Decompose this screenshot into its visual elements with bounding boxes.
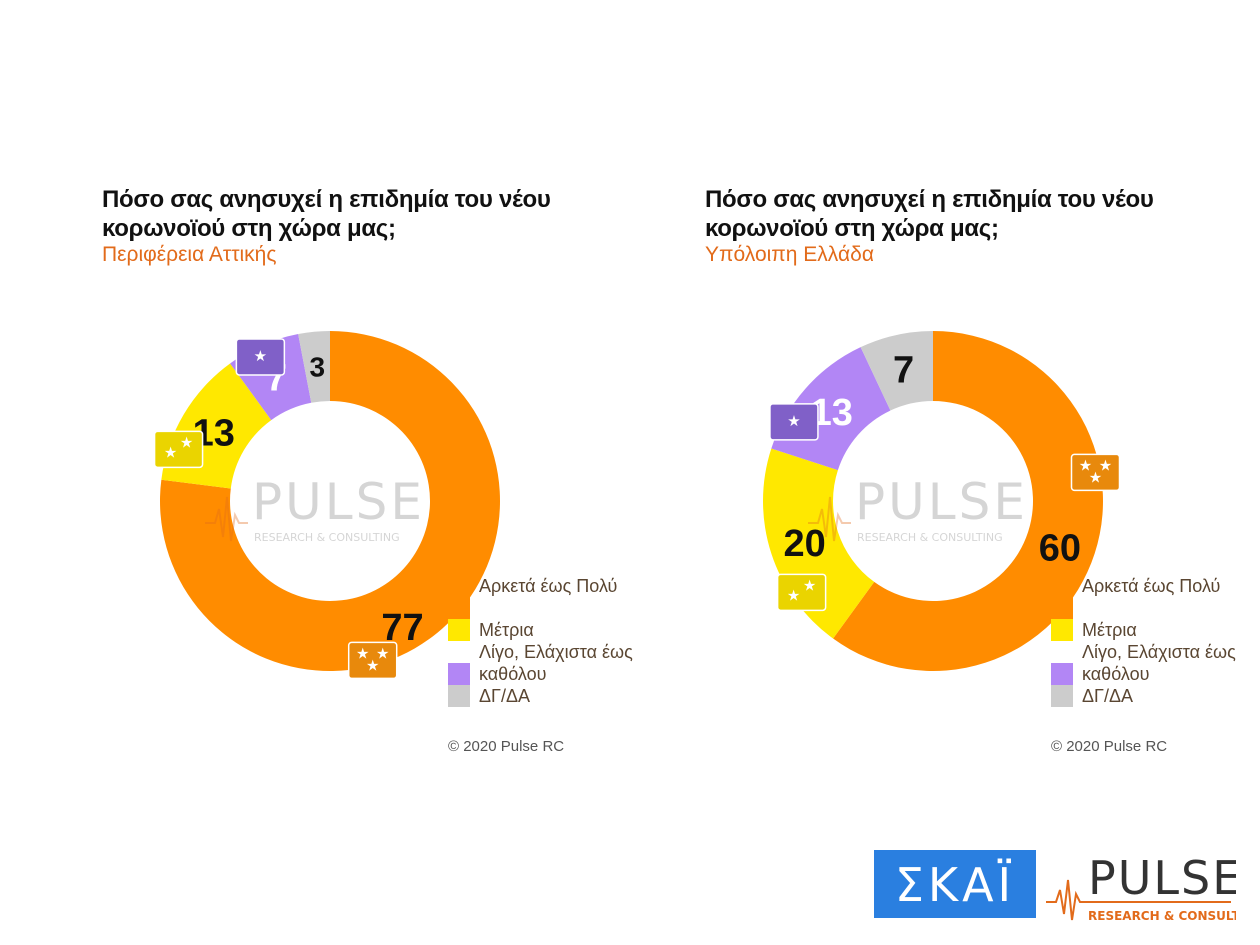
legend-swatch [448,619,470,641]
legend-item-low: Λίγο, Ελάχιστα έως καθόλου [448,641,648,685]
legend-item-dk: ΔΓ/ΔΑ [1051,685,1251,707]
one-star-icon: ★ [235,338,286,376]
legend-label: Μέτρια [479,620,534,640]
two-stars-icon: ★★ [153,430,204,469]
legend-swatch [448,597,470,619]
svg-text:★: ★ [356,644,369,662]
legend-swatch [1051,597,1073,619]
legend-swatch [448,685,470,707]
chart-subtitle: Υπόλοιπη Ελλάδα [705,243,874,266]
chart-title: Πόσο σας ανησυχεί η επιδημία του νέου κο… [705,186,1154,242]
svg-text:★: ★ [803,576,816,594]
svg-text:★: ★ [254,347,267,365]
pulse-wave-icon [205,496,248,542]
legend-item-moderate: Μέτρια [448,619,648,641]
chart-panel-attica: Πόσο σας ανησυχεί η επιδημία του νέου κο… [102,185,633,785]
chart-subtitle: Περιφέρεια Αττικής [102,243,277,266]
two-stars-icon: ★★ [776,573,827,612]
watermark-name: PULSE [252,473,425,531]
legend-label: Λίγο, Ελάχιστα έως καθόλου [479,642,633,684]
svg-text:★: ★ [1089,468,1102,486]
pulse-wave-icon [1046,879,1090,921]
legend-item-moderate: Μέτρια [1051,619,1251,641]
data-label: 7 [893,350,914,392]
copyright: © 2020 Pulse RC [1051,738,1168,755]
slice-high [833,331,1103,671]
legend-swatch [1051,663,1073,685]
legend: Αρκετά έως Πολύ Μέτρια Λίγο, Ελάχιστα έω… [448,575,648,707]
one-star-icon: ★ [769,403,819,441]
svg-text:★: ★ [376,644,389,662]
legend-item-low: Λίγο, Ελάχιστα έως καθόλου [1051,641,1251,685]
chart-panel-rest-of-greece: Πόσο σας ανησυχεί η επιδημία του νέου κο… [705,185,1236,785]
footer-logos: ΣΚΑΪ PULSE RESEARCH & CONSULTING [874,850,1244,930]
slice-dk [860,331,933,411]
data-label: 60 [1039,527,1081,569]
watermark-tagline: RESEARCH & CONSULTING [254,531,400,544]
legend-label: Λίγο, Ελάχιστα έως καθόλου [1082,642,1236,684]
legend-label: Αρκετά έως Πολύ [479,576,618,596]
svg-text:★: ★ [1079,456,1092,474]
legend-label: ΔΓ/ΔΑ [1082,686,1133,706]
legend-swatch [1051,685,1073,707]
legend-label: ΔΓ/ΔΑ [479,686,530,706]
pulse-logo: PULSE RESEARCH & CONSULTING [1046,851,1236,923]
pulse-logo-name: PULSE [1088,851,1236,905]
legend-item-high: Αρκετά έως Πολύ [1051,575,1251,619]
svg-text:★: ★ [1099,456,1112,474]
legend-label: Μέτρια [1082,620,1137,640]
pulse-wave-icon [808,496,851,542]
legend-swatch [1051,619,1073,641]
svg-text:★: ★ [164,443,177,461]
svg-text:★: ★ [180,433,193,451]
legend: Αρκετά έως Πολύ Μέτρια Λίγο, Ελάχιστα έω… [1051,575,1251,707]
skai-logo-text: ΣΚΑΪ [894,858,1016,912]
svg-text:★: ★ [366,656,379,674]
watermark-tagline: RESEARCH & CONSULTING [857,531,1003,544]
legend-item-dk: ΔΓ/ΔΑ [448,685,648,707]
three-stars-icon: ★ ★★ [1070,453,1121,492]
skai-logo: ΣΚΑΪ [874,850,1036,918]
svg-text:★: ★ [787,586,800,604]
data-label: 3 [310,351,326,382]
watermark-name: PULSE [855,473,1028,531]
slice-dk [298,331,330,403]
legend-label: Αρκετά έως Πολύ [1082,576,1221,596]
svg-text:★: ★ [787,412,800,430]
chart-title: Πόσο σας ανησυχεί η επιδημία του νέου κο… [102,186,551,242]
legend-swatch [448,663,470,685]
legend-item-high: Αρκετά έως Πολύ [448,575,648,619]
pulse-logo-tagline: RESEARCH & CONSULTING [1088,909,1236,923]
three-stars-icon: ★ ★★ [347,641,398,680]
slice-high [160,331,500,671]
data-label: 20 [783,523,825,565]
copyright: © 2020 Pulse RC [448,738,565,755]
